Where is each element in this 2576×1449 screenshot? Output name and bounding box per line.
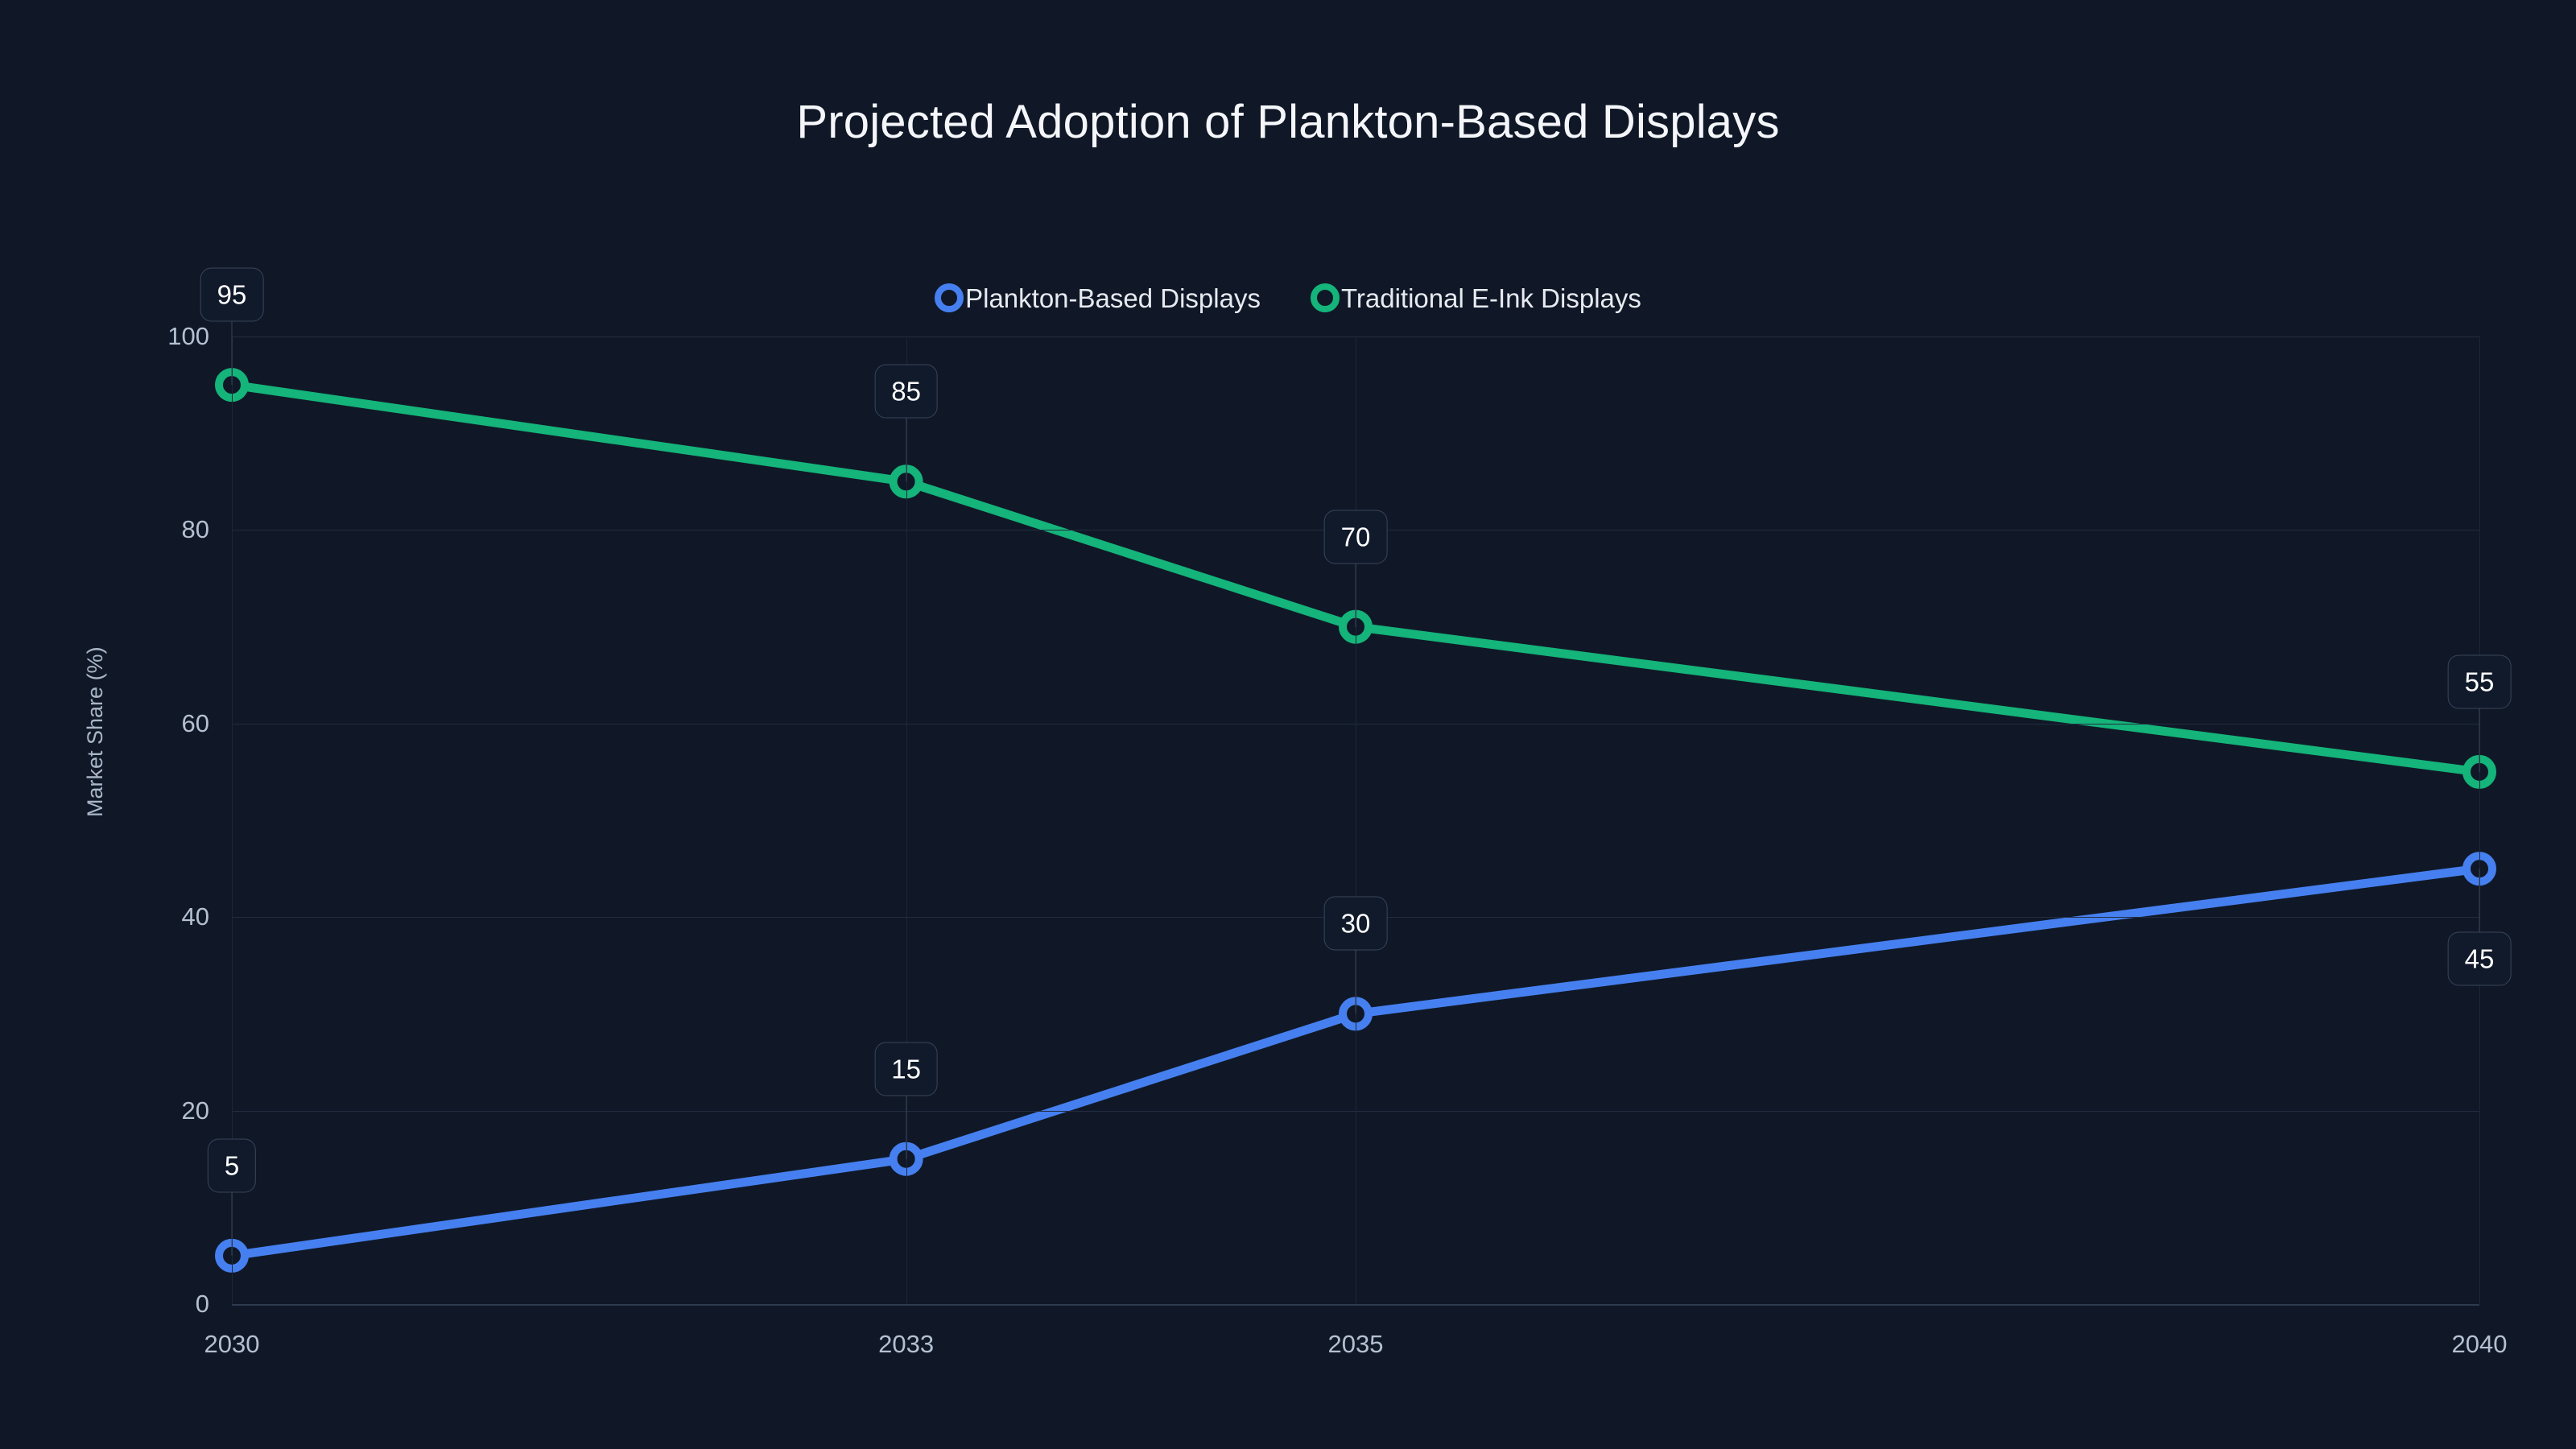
plot-area xyxy=(215,336,2496,1306)
ring-marker-icon xyxy=(935,283,964,312)
x-tick-label: 2040 xyxy=(2451,1330,2508,1358)
data-point-label: 5 xyxy=(207,1138,257,1193)
y-tick-label: 0 xyxy=(195,1290,209,1318)
gridline-vertical xyxy=(906,336,907,1304)
x-tick-label: 2035 xyxy=(1327,1330,1384,1358)
y-tick-label: 20 xyxy=(181,1096,209,1125)
data-label-connector xyxy=(2479,869,2480,960)
ring-marker-icon xyxy=(1310,283,1340,312)
chart-legend: Plankton-Based Displays Traditional E-In… xyxy=(0,283,2576,312)
data-label-connector xyxy=(231,295,233,386)
series-line xyxy=(227,864,2484,1261)
x-tick-label: 2030 xyxy=(204,1330,260,1358)
chart-title: Projected Adoption of Plankton-Based Dis… xyxy=(796,96,1780,148)
data-point-label: 70 xyxy=(1323,510,1388,564)
legend-item-plankton[interactable]: Plankton-Based Displays xyxy=(935,283,1261,312)
data-point-label: 15 xyxy=(874,1042,938,1096)
x-tick-label: 2033 xyxy=(878,1330,935,1358)
y-tick-label: 100 xyxy=(167,322,209,350)
y-tick-label: 40 xyxy=(181,902,209,931)
y-axis-ticks: 0 20 40 60 80 100 xyxy=(121,322,209,1318)
y-tick-label: 80 xyxy=(181,515,209,544)
data-point-label: 55 xyxy=(2447,654,2512,709)
data-point-label: 95 xyxy=(200,267,264,322)
series-line xyxy=(227,380,2484,777)
gridline-vertical xyxy=(232,336,233,1304)
data-label-connector xyxy=(2479,681,2480,772)
y-axis-label: Market Share (%) xyxy=(83,646,107,817)
x-axis-ticks: 2030 2033 2035 2040 xyxy=(204,1330,2508,1368)
y-tick-label: 60 xyxy=(181,708,209,737)
data-point-label: 45 xyxy=(2447,931,2512,986)
data-point-label: 30 xyxy=(1323,896,1388,951)
legend-label-plankton: Plankton-Based Displays xyxy=(965,283,1261,313)
legend-label-eink: Traditional E-Ink Displays xyxy=(1340,283,1641,313)
gridline-horizontal xyxy=(232,1304,2479,1306)
legend-item-eink[interactable]: Traditional E-Ink Displays xyxy=(1310,283,1641,313)
data-label-connector xyxy=(231,1165,233,1256)
gridline-vertical xyxy=(2479,336,2480,1304)
data-point-label: 85 xyxy=(874,364,938,419)
